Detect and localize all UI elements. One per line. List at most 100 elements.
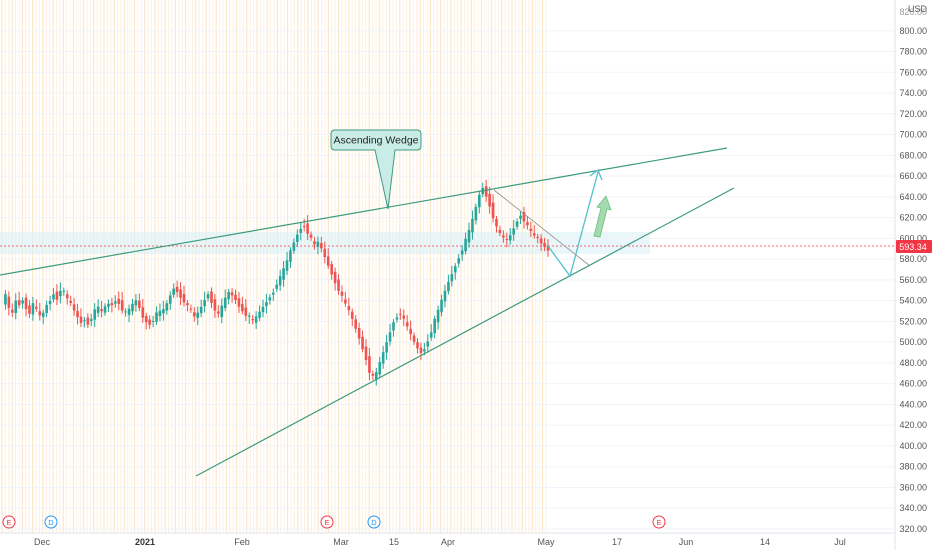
candle-body xyxy=(474,206,478,221)
candle-body xyxy=(86,317,90,325)
candle-body xyxy=(72,304,76,311)
candle-body xyxy=(471,218,474,233)
candle-body xyxy=(522,211,526,222)
candle-body xyxy=(309,234,313,238)
candle-body xyxy=(508,235,512,241)
y-tick-label: 380.00 xyxy=(899,462,927,472)
dividend-marker[interactable]: D xyxy=(44,515,58,529)
candle-body xyxy=(100,309,103,312)
candle-body xyxy=(354,319,357,329)
candle-body xyxy=(65,294,69,299)
candle-body xyxy=(254,316,258,323)
candle-body xyxy=(333,271,337,284)
candle-body xyxy=(107,303,110,307)
candle-body xyxy=(89,318,93,321)
candle-body xyxy=(505,238,509,241)
candle-body xyxy=(268,297,272,301)
candle-body xyxy=(244,307,248,316)
earnings-marker[interactable]: E xyxy=(320,515,334,529)
y-tick-label: 320.00 xyxy=(899,524,927,534)
candle-body xyxy=(502,235,505,238)
y-tick-label: 800.00 xyxy=(899,26,927,36)
annotation-callout xyxy=(330,129,422,210)
candle-body xyxy=(275,284,279,289)
candle-body xyxy=(193,312,196,317)
candle-body xyxy=(48,301,52,305)
candle-body xyxy=(17,300,21,306)
candle-body xyxy=(114,301,117,304)
svg-text:E: E xyxy=(324,518,329,527)
candle-body xyxy=(59,290,62,297)
x-tick-label: Apr xyxy=(441,537,455,547)
candle-body xyxy=(306,223,309,234)
candle-body xyxy=(412,335,416,342)
candle-body xyxy=(127,308,131,315)
y-tick-label: 560.00 xyxy=(899,275,927,285)
svg-text:D: D xyxy=(371,518,377,527)
candle-body xyxy=(103,306,107,313)
candle-body xyxy=(220,305,224,318)
dividend-marker[interactable]: D xyxy=(367,515,381,529)
candle-body xyxy=(405,322,409,327)
candle-body xyxy=(175,286,179,293)
earnings-marker[interactable]: E xyxy=(2,515,16,529)
candle-body xyxy=(213,299,217,311)
candle-body xyxy=(467,229,471,243)
y-tick-label: 620.00 xyxy=(899,213,927,223)
candle-body xyxy=(124,311,127,313)
candle-body xyxy=(241,303,244,312)
candle-body xyxy=(155,312,158,322)
candle-body xyxy=(484,186,488,197)
candle-body xyxy=(447,281,450,292)
x-tick-label: 17 xyxy=(612,537,622,547)
candle-body xyxy=(234,294,237,301)
candle-body xyxy=(258,311,261,318)
earnings-marker[interactable]: E xyxy=(652,515,666,529)
candle-body xyxy=(385,342,388,353)
x-tick-label: 15 xyxy=(389,537,399,547)
x-tick-label: May xyxy=(537,537,555,547)
y-tick-label: 440.00 xyxy=(899,399,927,409)
y-tick-label: 700.00 xyxy=(899,130,927,140)
candle-body xyxy=(110,303,114,306)
candle-body xyxy=(62,290,66,292)
candle-body xyxy=(350,311,354,319)
candle-body xyxy=(344,299,347,304)
candle-body xyxy=(96,306,100,313)
svg-text:E: E xyxy=(6,518,11,527)
candle-body xyxy=(83,320,86,322)
candle-body xyxy=(543,242,546,248)
candle-body xyxy=(495,219,498,227)
candle-body xyxy=(330,264,333,275)
projection-path xyxy=(547,171,599,278)
candle-body xyxy=(69,300,72,303)
x-tick-label: 14 xyxy=(760,537,770,547)
x-tick-label: Jul xyxy=(834,537,846,547)
svg-text:E: E xyxy=(656,518,661,527)
y-tick-label: 640.00 xyxy=(899,192,927,202)
candle-body xyxy=(519,215,522,219)
candle-body xyxy=(347,306,351,311)
candle-body xyxy=(371,373,375,376)
candle-body xyxy=(237,298,241,307)
candle-body xyxy=(120,300,124,311)
candle-body xyxy=(388,332,392,342)
x-tick-label: 2021 xyxy=(135,537,155,547)
candle-body xyxy=(436,309,440,323)
candle-body xyxy=(457,258,461,264)
candle-body xyxy=(526,222,529,226)
y-tick-label: 460.00 xyxy=(899,379,927,389)
candle-body xyxy=(52,294,55,300)
candle-body xyxy=(4,294,7,305)
y-tick-label: 540.00 xyxy=(899,296,927,306)
y-tick-label: 660.00 xyxy=(899,171,927,181)
candle-body xyxy=(450,274,454,282)
svg-text:D: D xyxy=(48,518,54,527)
upper-trendline xyxy=(0,147,728,276)
candle-body xyxy=(419,347,423,353)
candle-body xyxy=(364,346,368,361)
candle-body xyxy=(196,312,200,318)
candle-body xyxy=(182,293,186,303)
y-tick-label: 400.00 xyxy=(899,441,927,451)
candle-body xyxy=(41,312,45,317)
